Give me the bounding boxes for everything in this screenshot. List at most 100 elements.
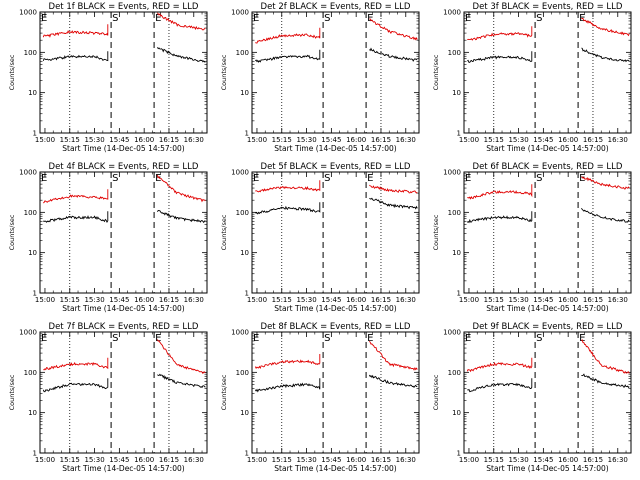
plot-frame <box>251 171 420 294</box>
chart-title: Det 8f BLACK = Events, RED = LLD <box>261 322 411 332</box>
marker-label: S <box>112 13 118 24</box>
x-tick-label: 16:15 <box>371 456 391 464</box>
x-tick-label: 16:15 <box>371 296 391 304</box>
marker-label: E <box>465 173 471 184</box>
y-tick-label: 1 <box>245 290 249 298</box>
y-tick-label: 1000 <box>19 329 37 337</box>
x-tick-label: 15:45 <box>321 136 341 144</box>
chart-title: Det 7f BLACK = Events, RED = LLD <box>49 322 199 332</box>
x-tick-label: 15:15 <box>272 456 292 464</box>
chart-title: Det 5f BLACK = Events, RED = LLD <box>261 162 411 172</box>
x-tick-label: 15:30 <box>296 136 316 144</box>
x-tick-label: 16:15 <box>159 136 179 144</box>
series-line-events-pre <box>42 378 109 393</box>
plot-frame <box>251 331 420 454</box>
marker-label: E <box>155 173 161 184</box>
series-line-lld-post <box>156 339 206 375</box>
x-tick-label: 15:45 <box>533 136 553 144</box>
x-tick-label: 15:30 <box>84 296 104 304</box>
marker-label: E <box>253 173 259 184</box>
series-line-events-pre <box>255 49 321 63</box>
x-axis-label: Start Time (14-Dec-05 14:57:00) <box>486 464 608 473</box>
series-line-events-post <box>369 47 418 62</box>
series-line-lld-pre <box>255 180 321 193</box>
y-tick-label: 1000 <box>231 169 249 177</box>
x-tick-label: 16:15 <box>583 136 603 144</box>
marker-label: S <box>536 13 542 24</box>
y-axis-label: Counts/sec <box>8 374 16 410</box>
marker-label: S <box>324 173 330 184</box>
x-tick-label: 15:45 <box>109 456 129 464</box>
chart-title: Det 6f BLACK = Events, RED = LLD <box>473 162 623 172</box>
x-tick-label: 16:15 <box>371 136 391 144</box>
x-tick-label: 15:45 <box>109 136 129 144</box>
series-line-events-post <box>581 47 630 63</box>
series-line-lld-pre <box>43 357 109 371</box>
x-tick-label: 16:30 <box>608 296 628 304</box>
x-tick-label: 16:30 <box>608 456 628 464</box>
y-tick-label: 100 <box>448 209 461 217</box>
series-line-events-post <box>157 47 206 63</box>
y-axis-label: Counts/sec <box>220 214 228 250</box>
chart-title: Det 4f BLACK = Events, RED = LLD <box>49 162 199 172</box>
x-tick-label: 16:30 <box>396 136 416 144</box>
x-tick-label: 15:15 <box>484 136 504 144</box>
series-line-events-pre <box>467 51 533 63</box>
series-line-events-pre <box>42 51 109 62</box>
marker-label: E <box>41 173 47 184</box>
marker-label: S <box>112 333 118 344</box>
x-tick-label: 15:00 <box>459 456 479 464</box>
series-line-events-post <box>369 197 418 210</box>
marker-label: E <box>465 13 471 24</box>
plot-frame <box>251 11 420 134</box>
y-tick-label: 10 <box>240 89 249 97</box>
series-line-lld-post <box>156 174 206 203</box>
chart-panel-4: Det 4f BLACK = Events, RED = LLD Counts/s… <box>8 162 208 313</box>
x-tick-label: 15:15 <box>484 456 504 464</box>
x-tick-label: 15:30 <box>84 456 104 464</box>
x-tick-label: 15:00 <box>247 456 267 464</box>
x-tick-label: 16:00 <box>134 296 154 304</box>
y-tick-label: 1000 <box>231 329 249 337</box>
x-axis-label: Start Time (14-Dec-05 14:57:00) <box>486 144 608 153</box>
y-tick-label: 1 <box>457 130 461 138</box>
series-line-events-pre <box>255 202 321 215</box>
x-tick-label: 15:00 <box>247 136 267 144</box>
series-line-lld-post <box>157 12 206 31</box>
series-line-lld-pre <box>43 189 109 204</box>
marker-label: E <box>367 333 373 344</box>
plot-frame <box>463 11 632 134</box>
x-tick-label: 16:30 <box>608 136 628 144</box>
x-tick-label: 16:30 <box>184 456 204 464</box>
y-tick-label: 100 <box>448 369 461 377</box>
x-tick-label: 16:30 <box>396 296 416 304</box>
marker-label: S <box>536 333 542 344</box>
y-tick-label: 1 <box>33 450 37 458</box>
y-tick-label: 1000 <box>19 9 37 17</box>
marker-label: E <box>41 333 47 344</box>
y-axis-label: Counts/sec <box>220 54 228 90</box>
x-tick-label: 15:00 <box>247 296 267 304</box>
y-tick-label: 10 <box>452 89 461 97</box>
x-tick-label: 15:45 <box>321 456 341 464</box>
x-tick-label: 15:30 <box>296 296 316 304</box>
x-tick-label: 15:30 <box>84 136 104 144</box>
marker-label: E <box>41 13 47 24</box>
marker-label: E <box>579 173 585 184</box>
marker-label: E <box>253 13 259 24</box>
y-tick-label: 1 <box>33 130 37 138</box>
plot-frame <box>39 11 208 134</box>
plot-frame <box>39 171 208 294</box>
y-tick-label: 100 <box>24 209 37 217</box>
series-line-events-post <box>581 207 630 223</box>
series-line-lld-pre <box>467 184 533 200</box>
series-line-lld-pre <box>466 357 533 373</box>
x-tick-label: 16:30 <box>184 136 204 144</box>
x-tick-label: 16:15 <box>159 456 179 464</box>
plot-frame <box>39 331 208 454</box>
y-axis-label: Counts/sec <box>432 374 440 410</box>
x-axis-label: Start Time (14-Dec-05 14:57:00) <box>62 464 184 473</box>
series-line-events-post <box>369 374 418 389</box>
y-tick-label: 100 <box>24 49 37 57</box>
